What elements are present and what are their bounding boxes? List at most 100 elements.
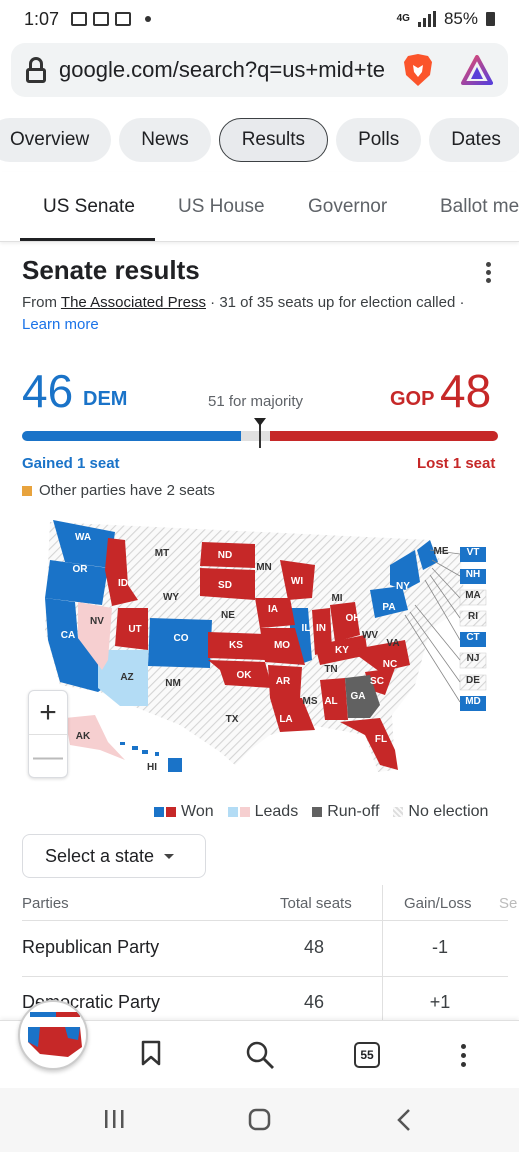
gallery-notification-icon: [71, 12, 88, 26]
state-label-mn: MN: [256, 562, 272, 573]
state-wa[interactable]: [53, 520, 115, 568]
dem-gained-text: Gained 1 seat: [22, 455, 120, 472]
state-or[interactable]: [45, 560, 108, 605]
chip-overview[interactable]: Overview: [0, 118, 112, 162]
back-icon[interactable]: [396, 1108, 412, 1132]
chip-news[interactable]: News: [119, 118, 211, 162]
state-ar[interactable]: [268, 665, 302, 698]
state-label-ri: RI: [468, 611, 478, 622]
state-ks[interactable]: [208, 632, 265, 660]
state-pa[interactable]: [370, 586, 408, 618]
state-mo[interactable]: [260, 628, 305, 665]
state-label-vt: VT: [467, 547, 480, 558]
network-type: 4G: [396, 13, 410, 24]
home-icon[interactable]: [248, 1108, 272, 1132]
state-az[interactable]: [98, 650, 148, 706]
header-total-seats[interactable]: Total seats: [280, 895, 352, 912]
state-hi[interactable]: [120, 742, 182, 772]
gop-lost-text: Lost 1 seat: [417, 455, 496, 472]
tab-switcher-button[interactable]: 55: [354, 1042, 380, 1068]
filter-chips: Overview News Results Polls Dates: [0, 118, 519, 162]
lock-icon[interactable]: [25, 57, 47, 83]
status-bar: 1:07 4G 85%: [0, 0, 519, 38]
state-label-nj: NJ: [467, 653, 480, 664]
table-divider: [382, 885, 383, 1025]
state-nc[interactable]: [350, 640, 410, 672]
state-nd[interactable]: [200, 542, 255, 568]
state-ak[interactable]: [65, 715, 125, 760]
state-al[interactable]: [320, 678, 348, 720]
signal-icon: [417, 11, 436, 27]
header-rule: [22, 920, 508, 921]
state-label-wy: WY: [163, 592, 179, 603]
state-new-england[interactable]: [417, 540, 438, 570]
state-fl[interactable]: [340, 718, 398, 770]
header-parties[interactable]: Parties: [22, 895, 69, 912]
us-senate-map[interactable]: WA OR CA ID NV MT WY UT AZ CO NM ND SD NE KS OK TX MN IA MO…: [20, 510, 500, 800]
zoom-out-button[interactable]: —: [33, 739, 63, 773]
dem-bar-fill: [22, 431, 241, 441]
state-sd[interactable]: [200, 568, 255, 600]
state-co[interactable]: [148, 618, 212, 668]
state-la[interactable]: [270, 698, 315, 732]
tab-us-senate[interactable]: US Senate: [43, 196, 135, 217]
state-label-or: OR: [73, 564, 89, 575]
state-label-ms: MS: [303, 696, 318, 707]
state-label-md: MD: [465, 696, 481, 707]
recent-apps-icon[interactable]: [104, 1108, 126, 1130]
state-label-nc: NC: [383, 659, 397, 670]
url-text[interactable]: google.com/search?q=us+mid+te: [59, 57, 385, 82]
source-link[interactable]: The Associated Press: [60, 294, 206, 311]
state-ia[interactable]: [255, 598, 295, 628]
chip-dates[interactable]: Dates: [429, 118, 519, 162]
state-nv[interactable]: [78, 602, 112, 670]
triangle-rewards-icon[interactable]: [461, 55, 493, 85]
battery-percent: 85%: [443, 9, 478, 28]
tab-ballot-measures[interactable]: Ballot me: [440, 196, 519, 217]
state-label-co: CO: [174, 633, 189, 644]
state-ky[interactable]: [315, 635, 368, 665]
majority-label: 51 for majority: [208, 393, 304, 410]
runoff-swatch: [312, 807, 323, 817]
state-label-ny: NY: [396, 581, 410, 592]
state-label-sc: SC: [370, 676, 384, 687]
state-label-ky: KY: [335, 645, 349, 656]
state-ny[interactable]: [390, 550, 420, 590]
gop-seat-count: 48: [440, 365, 492, 417]
state-label-ca: CA: [61, 630, 75, 641]
header-gain-loss[interactable]: Gain/Loss: [404, 895, 472, 912]
search-icon[interactable]: [245, 1040, 275, 1070]
majority-marker-arrow: [254, 418, 266, 426]
state-label-in: IN: [316, 623, 326, 634]
state-ut[interactable]: [115, 608, 148, 650]
chip-results[interactable]: Results: [218, 118, 329, 162]
tab-us-house[interactable]: US House: [178, 196, 265, 217]
state-label-wa: WA: [75, 532, 91, 543]
state-label-mi: MI: [331, 593, 342, 604]
address-bar[interactable]: google.com/search?q=us+mid+te: [11, 43, 508, 97]
state-label-ne: NE: [221, 610, 235, 621]
state-label-tn: TN: [324, 664, 337, 675]
bookmark-icon[interactable]: [141, 1040, 161, 1066]
browser-menu-icon[interactable]: [461, 1044, 466, 1071]
map-thumbnail-button[interactable]: [18, 1000, 88, 1070]
card-title: Senate results: [22, 255, 200, 285]
battery-icon: [486, 12, 495, 26]
state-ok[interactable]: [208, 660, 272, 688]
learn-more-link[interactable]: Learn more: [22, 316, 99, 333]
state-oh[interactable]: [330, 602, 360, 642]
zoom-in-button[interactable]: +: [29, 691, 67, 735]
state-ga[interactable]: [345, 675, 380, 718]
brave-lion-icon[interactable]: [403, 53, 433, 87]
gop-swatch: [166, 807, 176, 817]
select-state-dropdown[interactable]: Select a state: [22, 834, 206, 878]
state-id[interactable]: [105, 538, 138, 606]
more-options-icon[interactable]: [486, 262, 492, 286]
chip-polls[interactable]: Polls: [336, 118, 422, 162]
state-ca[interactable]: [45, 598, 115, 692]
state-wi[interactable]: [280, 560, 315, 600]
tab-governor[interactable]: Governor: [308, 196, 388, 217]
legend-won: Won: [154, 803, 214, 821]
state-label-wi: WI: [291, 576, 303, 587]
header-seats-cut[interactable]: Se: [499, 895, 518, 912]
